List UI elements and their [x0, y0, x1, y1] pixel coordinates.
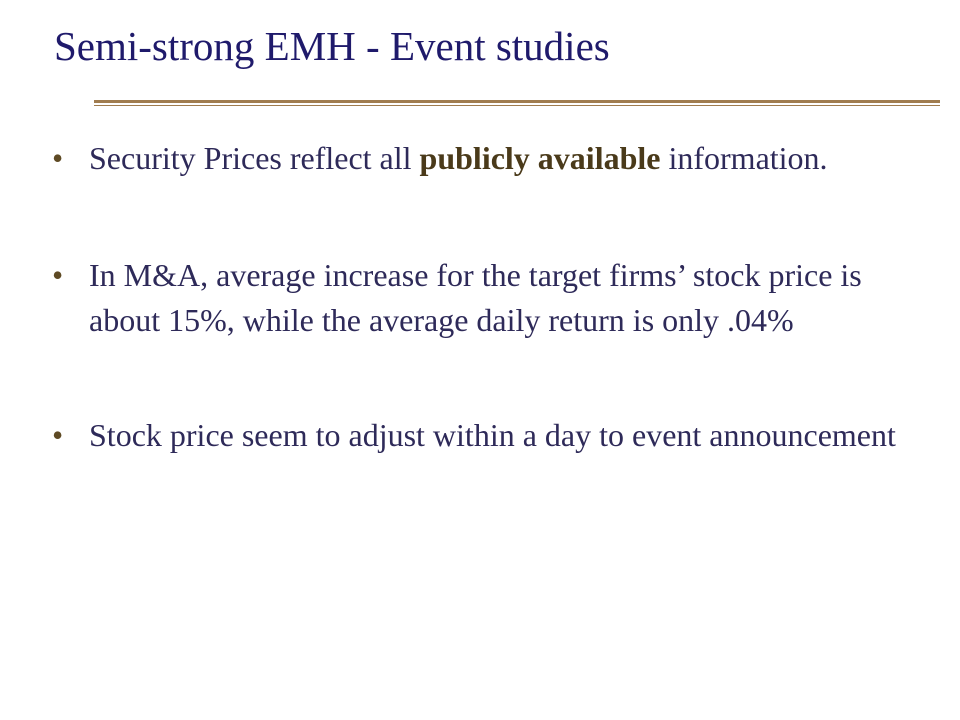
bullet-text: In M&A, average increase for the target …: [89, 257, 862, 338]
bullet-text-emphasis: publicly available: [419, 140, 661, 176]
bullet-item: • In M&A, average increase for the targe…: [52, 253, 912, 343]
bullet-dot-icon: •: [52, 257, 64, 293]
slide-title: Semi-strong EMH - Event studies: [54, 23, 610, 69]
bullet-text: Stock price seem to adjust within a day …: [89, 417, 896, 453]
bullet-item: • Security Prices reflect all publicly a…: [52, 136, 912, 181]
bullet-text-start: Security Prices reflect all: [89, 140, 420, 176]
bullet-dot-icon: •: [52, 140, 64, 176]
bullet-text-end: information.: [660, 140, 828, 176]
bullet-list: • Security Prices reflect all publicly a…: [52, 136, 912, 458]
bullet-dot-icon: •: [52, 417, 64, 453]
title-divider: [94, 100, 940, 106]
bullet-item: • Stock price seem to adjust within a da…: [52, 413, 912, 458]
